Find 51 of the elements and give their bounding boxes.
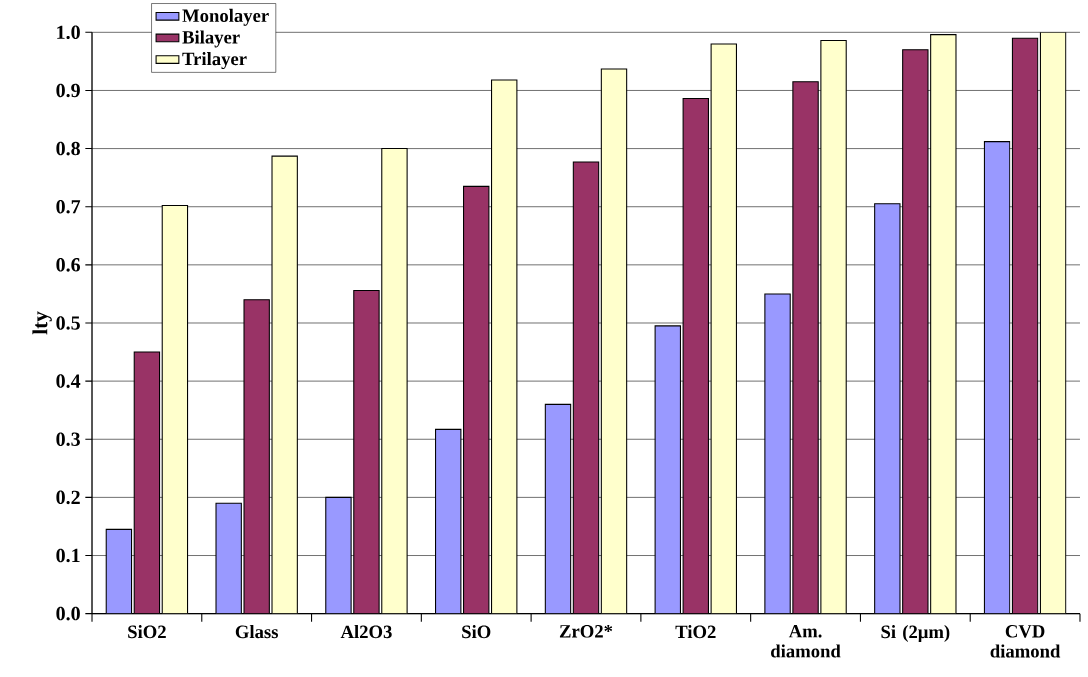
x-tick-label: Si (2μm) [881, 625, 950, 642]
bar [601, 68, 627, 614]
bar [820, 40, 847, 614]
y-tick-label: 0.8 [56, 141, 80, 156]
bar [1011, 37, 1039, 614]
y-tick-label: 1.0 [57, 25, 80, 40]
bar [272, 156, 298, 614]
bar [764, 293, 791, 614]
x-tick-label: TiO2 [675, 625, 716, 639]
y-axis-title: lty [32, 311, 52, 335]
bar [711, 43, 737, 614]
x-tick-label: SiO2 [128, 625, 166, 639]
legend-label: Bilayer [182, 30, 240, 48]
x-tick-label: SiO [462, 625, 491, 639]
bar [491, 79, 517, 614]
y-tick-label: 0.5 [56, 316, 80, 330]
y-tick-label: 0.3 [56, 432, 80, 447]
x-tick-label: Al2O3 [340, 625, 392, 639]
legend-label: Monolayer [182, 8, 269, 26]
bar [325, 497, 352, 614]
bar [244, 299, 270, 614]
legend-label: Trilayer [182, 52, 247, 70]
bar [573, 161, 599, 614]
y-tick-label: 0.2 [56, 490, 80, 505]
bar [463, 186, 489, 614]
y-tick-label: 0.4 [56, 374, 81, 388]
bar [1039, 32, 1067, 614]
y-tick-label: 0.1 [56, 548, 80, 563]
y-tick-label: 0.6 [56, 258, 81, 272]
y-tick-label: 0.9 [56, 83, 80, 98]
bar [545, 404, 571, 614]
x-tick-label: CVD diamond [990, 625, 1061, 658]
y-tick-label: 0.0 [56, 606, 80, 621]
bar [106, 529, 132, 614]
bar [162, 205, 188, 614]
bar [683, 98, 709, 614]
bar [353, 290, 380, 614]
y-tick-label: 0.7 [56, 199, 81, 214]
bar [655, 325, 681, 614]
bar [435, 429, 461, 614]
bar [216, 503, 242, 614]
bar [902, 49, 928, 614]
bar [874, 203, 900, 614]
bar [134, 352, 160, 614]
x-tick-label: ZrO2* [559, 625, 613, 638]
bar [930, 34, 956, 614]
bar [983, 141, 1011, 614]
bar [381, 148, 408, 614]
x-tick-label: Am. diamond [771, 625, 841, 658]
x-tick-label: Glass [235, 625, 279, 639]
bar [792, 81, 819, 614]
